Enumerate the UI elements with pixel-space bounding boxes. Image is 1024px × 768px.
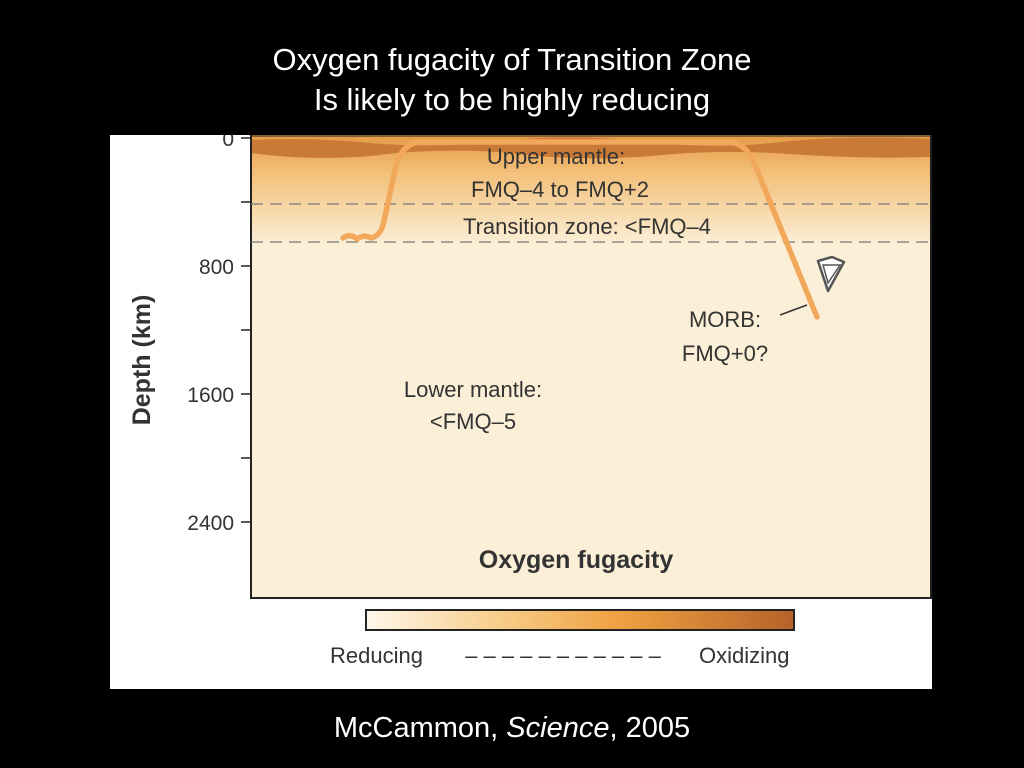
transition-zone-label: Transition zone: <FMQ–4 (463, 214, 711, 239)
slide-title: Oxygen fugacity of Transition Zone Is li… (0, 40, 1024, 120)
y-axis-label: Depth (km) (128, 295, 156, 426)
figure-svg: 0 800 1600 2400 Depth (km) Upper mantle:… (128, 135, 932, 668)
morb-pointer (779, 304, 808, 316)
oxygen-fugacity-colorbar (365, 609, 795, 631)
citation-author: McCammon, (333, 712, 507, 744)
diamond-icon (816, 255, 846, 293)
plot-frame (250, 135, 932, 599)
surface-band (251, 137, 931, 159)
y-tick-label-1600: 1600 (187, 384, 234, 407)
colorbar-left-label: Reducing (330, 643, 423, 668)
citation-journal: Science (506, 712, 610, 744)
y-tick-label-800: 800 (199, 256, 234, 279)
lower-mantle-label: Lower mantle: (404, 377, 542, 402)
morb-label: MORB: (689, 307, 761, 332)
citation-year: , 2005 (609, 712, 691, 744)
lower-mantle-value: <FMQ–5 (430, 409, 516, 434)
colorbar-right-label: Oxidizing (699, 643, 789, 668)
upper-mantle-label: Upper mantle: (487, 144, 625, 169)
morb-value: FMQ+0? (682, 341, 768, 366)
citation: McCammon, Science, 2005 (0, 708, 1024, 748)
upper-mantle-range: FMQ–4 to FMQ+2 (471, 177, 649, 202)
y-tick-label-0: 0 (222, 135, 234, 151)
title-line-1: Oxygen fugacity of Transition Zone (272, 42, 752, 77)
y-tick-label-2400: 2400 (187, 512, 234, 535)
colorbar-dashes: – – – – – – – – – – – (465, 643, 661, 668)
oxygen-fugacity-figure: 0 800 1600 2400 Depth (km) Upper mantle:… (110, 135, 932, 689)
title-line-2: Is likely to be highly reducing (313, 82, 711, 117)
subducting-slab-path (340, 139, 820, 320)
panel-title: Oxygen fugacity (479, 546, 674, 574)
